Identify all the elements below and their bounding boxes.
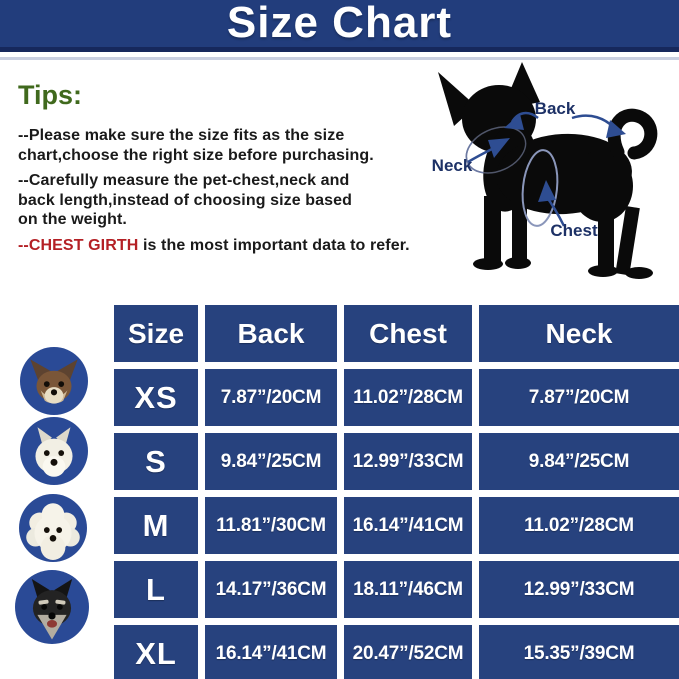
cell-back-xl: 16.14”/41CM: [205, 625, 337, 679]
header-cell-chest: Chest: [344, 305, 472, 362]
size-table: Size Back Chest Neck XS 7.87”/20CM 11.02…: [114, 305, 679, 679]
westie-icon: [20, 417, 88, 485]
avatar-westie: [20, 417, 88, 485]
cell-chest-xs: 11.02”/28CM: [344, 369, 472, 426]
bichon-icon: [19, 494, 87, 562]
label-chest: Chest: [550, 221, 598, 240]
arrow-heads: [488, 114, 626, 202]
cell-chest-m: 16.14”/41CM: [344, 497, 472, 554]
cell-neck-xs: 7.87”/20CM: [479, 369, 679, 426]
header-cell-size: Size: [114, 305, 198, 362]
tip-line: back length,instead of choosing size bas…: [18, 191, 353, 209]
label-back: Back: [535, 99, 576, 118]
header-cell-neck: Neck: [479, 305, 679, 362]
cell-chest-s: 12.99”/33CM: [344, 433, 472, 490]
cell-chest-xl: 20.47”/52CM: [344, 625, 472, 679]
chest-ellipse: [521, 149, 559, 227]
label-neck: Neck: [432, 156, 473, 175]
avatar-bichon: [19, 494, 87, 562]
schnauzer-icon: [15, 570, 89, 644]
tip-paragraph-2: --Carefully measure the pet-chest,neck a…: [18, 171, 438, 230]
cell-size-s: S: [114, 433, 198, 490]
cell-size-xl: XL: [114, 625, 198, 679]
dog-measurement-illustration: Back Neck Chest: [432, 62, 658, 279]
measurement-diagram: Back Neck Chest: [422, 56, 677, 294]
cell-back-l: 14.17”/36CM: [205, 561, 337, 618]
avatar-schnauzer: [15, 570, 89, 644]
page-title: Size Chart: [226, 0, 453, 47]
tip-line: --Carefully measure the pet-chest,neck a…: [18, 172, 350, 189]
tips-section: Tips: --Please make sure the size fits a…: [18, 80, 438, 261]
chihuahua-icon: [20, 347, 88, 415]
avatar-chihuahua: [20, 347, 88, 415]
tip-paragraph-1: --Please make sure the size fits as the …: [18, 126, 438, 165]
neck-ellipse-overlay: [465, 126, 527, 174]
cell-neck-s: 9.84”/25CM: [479, 433, 679, 490]
cell-size-l: L: [114, 561, 198, 618]
cell-chest-l: 18.11”/46CM: [344, 561, 472, 618]
cell-back-s: 9.84”/25CM: [205, 433, 337, 490]
tip-line-rest: is the most important data to refer.: [138, 236, 410, 254]
cell-neck-m: 11.02”/28CM: [479, 497, 679, 554]
cell-size-m: M: [114, 497, 198, 554]
chest-girth-highlight: --CHEST GIRTH: [18, 236, 139, 254]
tip-line: --CHEST GIRTH is the most important data…: [18, 236, 438, 256]
cell-back-xs: 7.87”/20CM: [205, 369, 337, 426]
tips-heading: Tips:: [18, 80, 83, 110]
cell-size-xs: XS: [114, 369, 198, 426]
cell-neck-l: 12.99”/33CM: [479, 561, 679, 618]
cell-neck-xl: 15.35”/39CM: [479, 625, 679, 679]
banner-divider: [0, 57, 679, 60]
tip-line: on the weight.: [18, 211, 127, 228]
tip-line: chart,choose the right size before purch…: [18, 146, 374, 164]
tip-paragraph-3: --CHEST GIRTH is the most important data…: [18, 236, 438, 256]
cell-back-m: 11.81”/30CM: [205, 497, 337, 554]
tip-line: --Please make sure the size fits as the …: [18, 127, 345, 144]
title-banner: Size Chart: [0, 0, 679, 52]
header-cell-back: Back: [205, 305, 337, 362]
